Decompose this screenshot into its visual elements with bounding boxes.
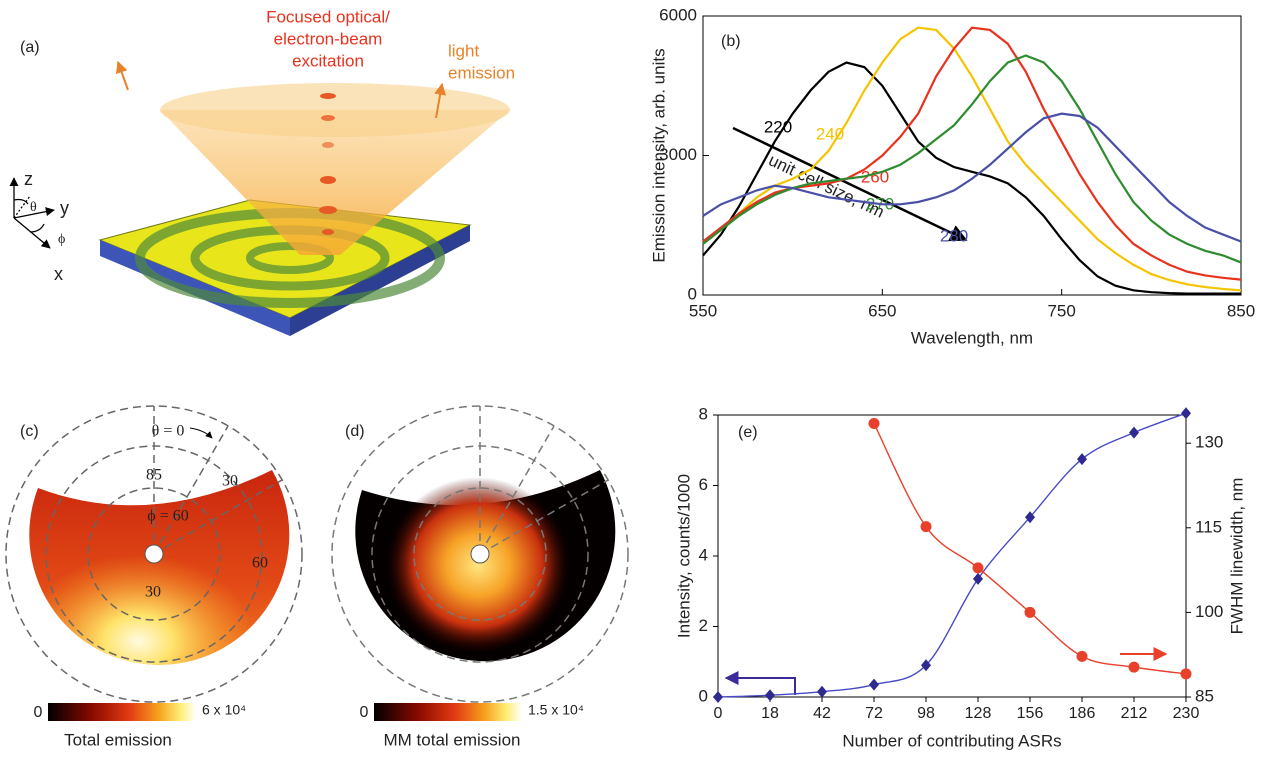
marker xyxy=(1181,668,1192,679)
x-tick-label: 0 xyxy=(714,705,723,722)
polar-label: 85 xyxy=(146,467,162,484)
panel-label: (e) xyxy=(738,424,758,441)
arrow xyxy=(190,428,212,438)
marker xyxy=(817,686,827,698)
axis-arrow xyxy=(726,678,795,695)
colorbar xyxy=(48,703,196,721)
x-tick-label: 156 xyxy=(1017,705,1044,722)
panel-label: (b) xyxy=(721,33,741,50)
x-tick-label: 230 xyxy=(1173,705,1200,722)
marker xyxy=(765,689,775,701)
series-label: 220 xyxy=(764,117,792,136)
marker xyxy=(869,418,880,429)
y-axis-label: Intensity, counts/1000 xyxy=(674,474,693,638)
fit-line xyxy=(874,423,1186,673)
panel-label: (c) xyxy=(20,423,39,440)
x-tick-label: 186 xyxy=(1069,705,1096,722)
marker xyxy=(869,679,879,691)
y-tick-label: 2 xyxy=(699,616,708,635)
colorbar-max: 6 x 10⁴ xyxy=(202,702,246,718)
x-tick-label: 850 xyxy=(1227,301,1255,320)
plot-frame xyxy=(718,415,1186,697)
theta: θ xyxy=(30,200,37,215)
colorbar-min: 0 xyxy=(360,704,369,721)
y-tick-label: 6000 xyxy=(659,5,697,24)
x-tick-label: 18 xyxy=(761,705,779,722)
marker xyxy=(1077,453,1087,465)
colorbar-min: 0 xyxy=(34,704,43,721)
x-tick-label: 212 xyxy=(1121,705,1148,722)
panel-d: (d) 0 1.5 x 10⁴ MM total emission xyxy=(332,406,628,749)
figure: (a) Focused optical/ electron-beam excit… xyxy=(0,0,1265,755)
y2-axis-label: FWHM linewidth, nm xyxy=(1227,478,1246,635)
polar-label: θ = 0 xyxy=(152,423,185,440)
marker xyxy=(973,562,984,573)
polar-label: 30 xyxy=(145,584,161,601)
marker xyxy=(921,521,932,532)
x-tick-label: 98 xyxy=(917,705,935,722)
phi: ϕ xyxy=(58,232,65,247)
colorbar xyxy=(374,703,522,721)
polar-label: 30 xyxy=(222,473,238,490)
fit-line xyxy=(718,413,1186,697)
x-tick-label: 128 xyxy=(965,705,992,722)
y-axis-label: Emission intensity, arb. units xyxy=(649,48,668,262)
axis-y: y xyxy=(60,198,69,218)
y-tick-label: 8 xyxy=(699,404,708,423)
x-tick-label: 42 xyxy=(813,705,831,722)
polar-label: ϕ = 60 xyxy=(147,508,188,525)
y2-tick-label: 85 xyxy=(1195,686,1214,705)
caption: MM total emission xyxy=(384,730,521,749)
annotation-arrow xyxy=(733,128,966,240)
center xyxy=(145,545,163,563)
panel-a: (a) Focused optical/ electron-beam excit… xyxy=(14,7,515,336)
caption: Total emission xyxy=(64,730,172,749)
x-axis-label: Number of contributing ASRs xyxy=(842,731,1061,750)
excitation-label: excitation xyxy=(292,51,364,70)
x-tick-label: 550 xyxy=(689,301,717,320)
y2-tick-label: 100 xyxy=(1195,602,1223,621)
marker xyxy=(1181,407,1191,419)
y-tick-label: 4 xyxy=(699,545,708,564)
heatmap-hot xyxy=(386,477,570,653)
marker xyxy=(1129,427,1139,439)
marker xyxy=(1025,607,1036,618)
y2-tick-label: 115 xyxy=(1195,517,1222,536)
excitation-label: Focused optical/ xyxy=(266,7,390,26)
y2-tick-label: 130 xyxy=(1195,433,1223,452)
y-tick-label: 0 xyxy=(699,686,708,705)
y-tick-label: 6 xyxy=(699,475,708,494)
x-tick-label: 72 xyxy=(865,705,883,722)
y-tick-label: 0 xyxy=(688,284,697,303)
axis-x: x xyxy=(54,264,63,284)
series-label: 240 xyxy=(816,124,844,143)
series-label: 280 xyxy=(940,226,968,245)
x-tick-label: 650 xyxy=(868,301,896,320)
excitation-label: electron-beam xyxy=(274,29,383,48)
emission-label: light xyxy=(448,41,479,60)
arrow xyxy=(118,62,128,90)
emission-label: emission xyxy=(448,63,515,82)
panel-label: (d) xyxy=(345,423,365,440)
colorbar-max: 1.5 x 10⁴ xyxy=(528,702,584,718)
polar-label: 60 xyxy=(252,555,268,572)
marker xyxy=(713,691,723,703)
heatmap-hot xyxy=(29,470,289,665)
axis-z: z xyxy=(24,169,33,189)
x-axis-label: Wavelength, nm xyxy=(911,328,1033,347)
marker xyxy=(1077,651,1088,662)
cone-top xyxy=(160,83,510,137)
x-tick-label: 750 xyxy=(1047,301,1075,320)
panel-label: (a) xyxy=(20,39,40,56)
center xyxy=(471,545,489,563)
marker xyxy=(1129,662,1140,673)
panel-c: (c) θ = 0 85 30 ϕ = 60 60 30 0 6 x 10⁴ T… xyxy=(6,406,302,749)
